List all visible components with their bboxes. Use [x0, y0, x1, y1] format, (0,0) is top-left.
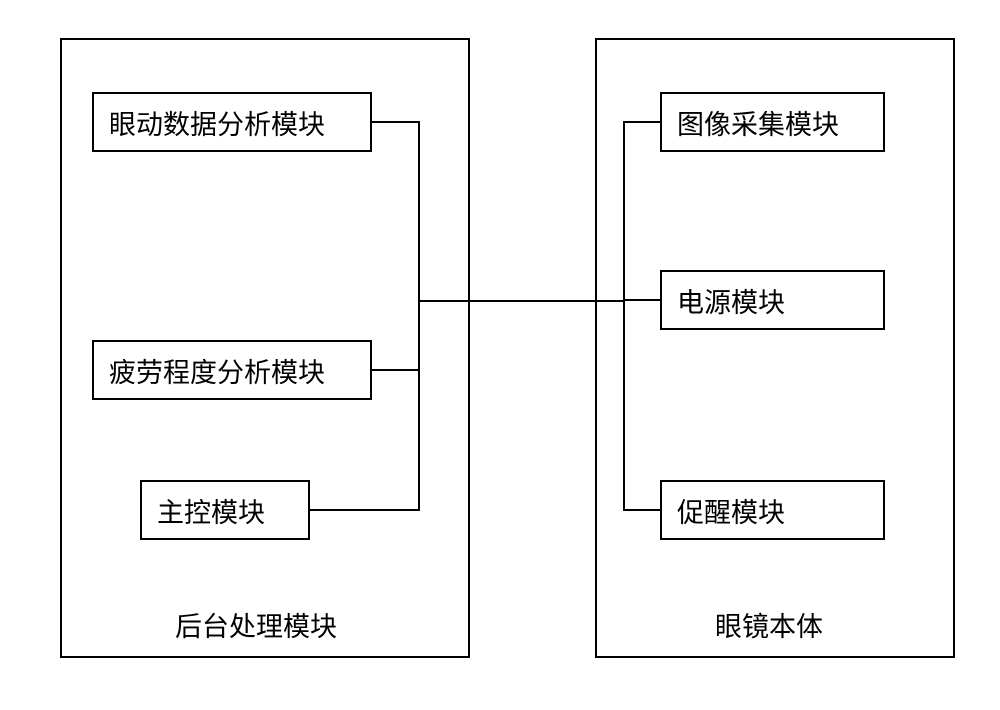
eye-analysis-box: 眼动数据分析模块	[92, 92, 372, 152]
connector-line	[372, 121, 420, 123]
image-capture-label: 图像采集模块	[677, 103, 839, 142]
main-control-box: 主控模块	[140, 480, 310, 540]
power-box: 电源模块	[660, 270, 885, 330]
connector-line	[623, 299, 660, 301]
glasses-container-label: 眼镜本体	[715, 605, 823, 644]
connector-line	[418, 300, 625, 302]
connector-line	[623, 509, 660, 511]
connector-line	[418, 300, 420, 511]
connector-line	[372, 369, 420, 371]
fatigue-analysis-label: 疲劳程度分析模块	[109, 351, 325, 390]
connector-line	[310, 509, 420, 511]
connector-line	[623, 121, 660, 123]
eye-analysis-label: 眼动数据分析模块	[109, 103, 325, 142]
image-capture-box: 图像采集模块	[660, 92, 885, 152]
backend-container-label: 后台处理模块	[175, 605, 337, 644]
wake-label: 促醒模块	[677, 491, 785, 530]
wake-box: 促醒模块	[660, 480, 885, 540]
main-control-label: 主控模块	[157, 491, 265, 530]
power-label: 电源模块	[677, 281, 785, 320]
connector-line	[623, 121, 625, 511]
fatigue-analysis-box: 疲劳程度分析模块	[92, 340, 372, 400]
